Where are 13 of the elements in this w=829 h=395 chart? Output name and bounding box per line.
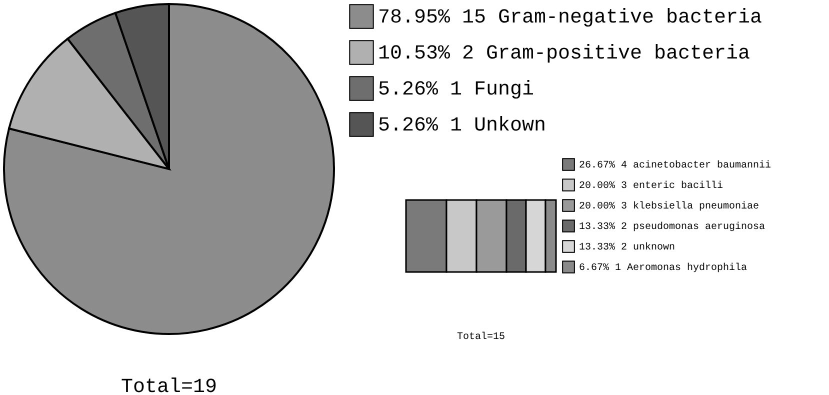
legend-label: 13.33% 2 unknown xyxy=(579,242,676,254)
legend-label: 20.00% 3 klebsiella pneumoniae xyxy=(579,200,760,212)
legend-label: 20.00% 3 enteric bacilli xyxy=(579,180,724,192)
pie-slice xyxy=(3,3,335,335)
legend-label: 78.95% 15 Gram-negative bacteria xyxy=(378,6,762,30)
legend-label: 5.26% 1 Fungi xyxy=(378,78,534,102)
text: Total=15 xyxy=(456,331,506,343)
legend-label: 10.53% 2 Gram-positive bacteria xyxy=(378,42,750,66)
legend-label: 13.33% 2 pseudomonas aeruginosa xyxy=(579,221,766,233)
legend-label: 26.67% 4 acinetobacter baumannii xyxy=(579,160,772,172)
text: Total=19 xyxy=(120,376,218,395)
legend-label: 6.67% 1 Aeromonas hydrophila xyxy=(579,262,748,274)
legend-label: 5.26% 1 Unkown xyxy=(378,114,546,138)
